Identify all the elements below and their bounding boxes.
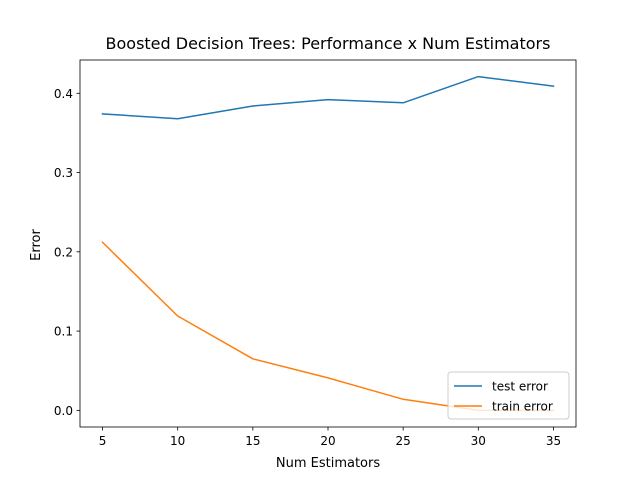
x-tick-label: 35 — [546, 434, 561, 448]
x-tick-label: 25 — [396, 434, 411, 448]
legend-box — [447, 371, 570, 420]
x-tick-label: 5 — [99, 434, 107, 448]
x-tick-label: 20 — [320, 434, 335, 448]
chart-title: Boosted Decision Trees: Performance x Nu… — [106, 34, 551, 53]
x-tick-label: 15 — [245, 434, 260, 448]
legend-label-1: train error — [492, 400, 553, 414]
y-tick-label: 0.1 — [54, 325, 73, 339]
y-axis-label: Error — [29, 229, 44, 261]
x-axis-label: Num Estimators — [276, 456, 380, 471]
y-tick-label: 0.4 — [54, 87, 73, 101]
y-tick-label: 0.3 — [54, 166, 73, 180]
series-line-0 — [101, 75, 555, 120]
legend: test error train error — [447, 371, 570, 420]
y-tick-label: 0.0 — [54, 404, 73, 418]
y-tick-label: 0.2 — [54, 245, 73, 259]
x-tick-label: 10 — [170, 434, 185, 448]
legend-label-0: test error — [492, 380, 548, 394]
x-tick-label: 30 — [471, 434, 486, 448]
plot-area: 5 10 15 20 25 30 35 0.0 0.1 0.2 0.3 0.4 — [54, 59, 577, 448]
